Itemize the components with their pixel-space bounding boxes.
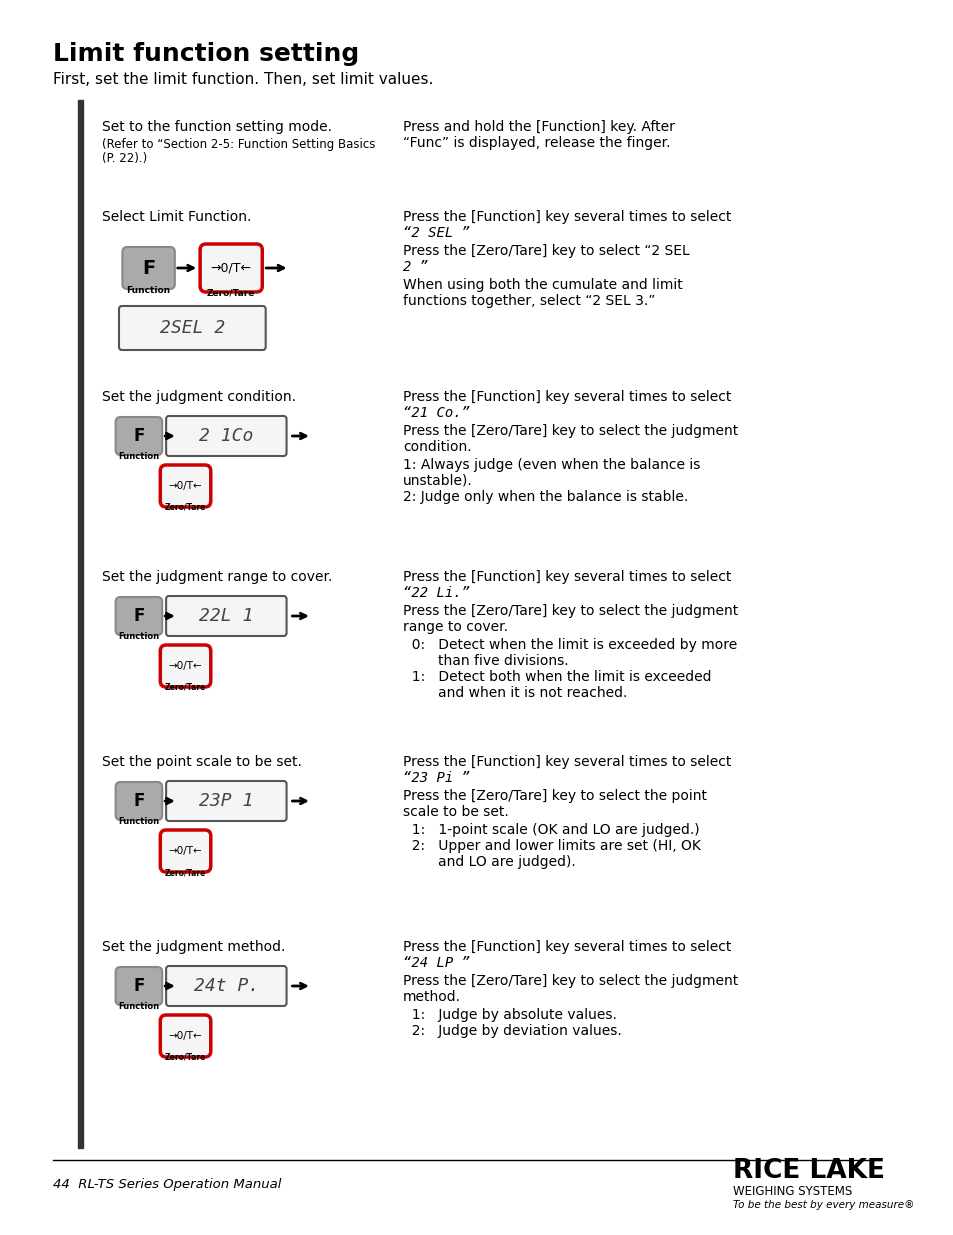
FancyBboxPatch shape bbox=[115, 967, 162, 1005]
Text: Press the [Function] key several times to select: Press the [Function] key several times t… bbox=[403, 210, 731, 224]
Text: F: F bbox=[133, 792, 145, 810]
Text: range to cover.: range to cover. bbox=[403, 620, 508, 634]
FancyBboxPatch shape bbox=[200, 245, 262, 291]
Text: Set the point scale to be set.: Set the point scale to be set. bbox=[102, 755, 301, 769]
Text: F: F bbox=[133, 606, 145, 625]
FancyBboxPatch shape bbox=[115, 417, 162, 454]
Text: 2SEL 2: 2SEL 2 bbox=[159, 319, 225, 337]
FancyBboxPatch shape bbox=[122, 247, 174, 289]
Text: method.: method. bbox=[403, 990, 460, 1004]
Text: F: F bbox=[133, 427, 145, 445]
Text: Set the judgment range to cover.: Set the judgment range to cover. bbox=[102, 571, 332, 584]
Text: Set the judgment condition.: Set the judgment condition. bbox=[102, 390, 295, 404]
Text: Function: Function bbox=[118, 818, 159, 826]
FancyBboxPatch shape bbox=[115, 597, 162, 635]
Text: 1:   Judge by absolute values.: 1: Judge by absolute values. bbox=[403, 1008, 617, 1023]
Text: Set the judgment method.: Set the judgment method. bbox=[102, 940, 285, 953]
Text: Limit function setting: Limit function setting bbox=[53, 42, 359, 65]
Text: Select Limit Function.: Select Limit Function. bbox=[102, 210, 251, 224]
Text: condition.: condition. bbox=[403, 440, 472, 454]
Text: →0/T←: →0/T← bbox=[169, 846, 202, 856]
Text: Function: Function bbox=[118, 632, 159, 641]
Text: F: F bbox=[142, 258, 155, 278]
Text: Zero/Tare: Zero/Tare bbox=[207, 288, 255, 296]
Text: 1:   Detect both when the limit is exceeded: 1: Detect both when the limit is exceede… bbox=[403, 671, 711, 684]
Text: 2: Judge only when the balance is stable.: 2: Judge only when the balance is stable… bbox=[403, 490, 688, 504]
Text: and when it is not reached.: and when it is not reached. bbox=[403, 685, 627, 700]
Bar bbox=[77, 100, 83, 1149]
Text: “22 Li.”: “22 Li.” bbox=[403, 585, 470, 600]
Text: “23 Pi ”: “23 Pi ” bbox=[403, 771, 470, 785]
Text: Set to the function setting mode.: Set to the function setting mode. bbox=[102, 120, 332, 135]
Text: Zero/Tare: Zero/Tare bbox=[165, 1053, 206, 1062]
Text: →0/T←: →0/T← bbox=[169, 1031, 202, 1041]
Text: 2 ”: 2 ” bbox=[403, 261, 428, 274]
Text: Zero/Tare: Zero/Tare bbox=[165, 503, 206, 513]
FancyBboxPatch shape bbox=[166, 966, 286, 1007]
Text: Zero/Tare: Zero/Tare bbox=[165, 868, 206, 877]
Text: functions together, select “2 SEL 3.”: functions together, select “2 SEL 3.” bbox=[403, 294, 655, 308]
Text: unstable).: unstable). bbox=[403, 474, 473, 488]
FancyBboxPatch shape bbox=[166, 597, 286, 636]
Text: 2:   Upper and lower limits are set (HI, OK: 2: Upper and lower limits are set (HI, O… bbox=[403, 839, 700, 853]
Text: →0/T←: →0/T← bbox=[169, 661, 202, 671]
Text: 0:   Detect when the limit is exceeded by more: 0: Detect when the limit is exceeded by … bbox=[403, 638, 737, 652]
Text: When using both the cumulate and limit: When using both the cumulate and limit bbox=[403, 278, 682, 291]
Text: RICE LAKE: RICE LAKE bbox=[733, 1158, 884, 1184]
Text: Press the [Function] key several times to select: Press the [Function] key several times t… bbox=[403, 571, 731, 584]
Text: Press the [Function] key several times to select: Press the [Function] key several times t… bbox=[403, 390, 731, 404]
Text: Press the [Function] key several times to select: Press the [Function] key several times t… bbox=[403, 940, 731, 953]
Text: →0/T←: →0/T← bbox=[169, 480, 202, 492]
Text: 2 1Co: 2 1Co bbox=[199, 427, 253, 445]
Text: 2:   Judge by deviation values.: 2: Judge by deviation values. bbox=[403, 1024, 621, 1037]
Text: (Refer to “Section 2-5: Function Setting Basics: (Refer to “Section 2-5: Function Setting… bbox=[102, 138, 375, 151]
Text: “21 Co.”: “21 Co.” bbox=[403, 406, 470, 420]
Text: “2 SEL ”: “2 SEL ” bbox=[403, 226, 470, 240]
Text: Press the [Zero/Tare] key to select the point: Press the [Zero/Tare] key to select the … bbox=[403, 789, 706, 803]
Text: “24 LP ”: “24 LP ” bbox=[403, 956, 470, 969]
Text: Function: Function bbox=[118, 1002, 159, 1011]
Text: “Func” is displayed, release the finger.: “Func” is displayed, release the finger. bbox=[403, 136, 670, 149]
Text: 1:   1-point scale (OK and LO are judged.): 1: 1-point scale (OK and LO are judged.) bbox=[403, 823, 700, 837]
Text: To be the best by every measure®: To be the best by every measure® bbox=[733, 1200, 914, 1210]
FancyBboxPatch shape bbox=[119, 306, 265, 350]
Text: and LO are judged).: and LO are judged). bbox=[403, 855, 576, 869]
Text: →0/T←: →0/T← bbox=[211, 262, 252, 274]
Text: Press the [Zero/Tare] key to select “2 SEL: Press the [Zero/Tare] key to select “2 S… bbox=[403, 245, 689, 258]
Text: 22L 1: 22L 1 bbox=[199, 606, 253, 625]
Text: Press and hold the [Function] key. After: Press and hold the [Function] key. After bbox=[403, 120, 675, 135]
Text: Function: Function bbox=[127, 287, 171, 295]
Text: F: F bbox=[133, 977, 145, 995]
Text: than five divisions.: than five divisions. bbox=[403, 655, 568, 668]
Text: First, set the limit function. Then, set limit values.: First, set the limit function. Then, set… bbox=[53, 72, 434, 86]
Text: WEIGHING SYSTEMS: WEIGHING SYSTEMS bbox=[733, 1186, 852, 1198]
FancyBboxPatch shape bbox=[115, 782, 162, 820]
Text: Function: Function bbox=[118, 452, 159, 461]
FancyBboxPatch shape bbox=[160, 1015, 211, 1057]
Text: Press the [Function] key several times to select: Press the [Function] key several times t… bbox=[403, 755, 731, 769]
FancyBboxPatch shape bbox=[160, 830, 211, 872]
Text: Press the [Zero/Tare] key to select the judgment: Press the [Zero/Tare] key to select the … bbox=[403, 604, 738, 618]
Text: Press the [Zero/Tare] key to select the judgment: Press the [Zero/Tare] key to select the … bbox=[403, 974, 738, 988]
FancyBboxPatch shape bbox=[160, 645, 211, 687]
FancyBboxPatch shape bbox=[160, 466, 211, 508]
Text: 24t P.: 24t P. bbox=[193, 977, 258, 995]
Text: 23P 1: 23P 1 bbox=[199, 792, 253, 810]
Text: 1: Always judge (even when the balance is: 1: Always judge (even when the balance i… bbox=[403, 458, 700, 472]
Text: 44  RL-TS Series Operation Manual: 44 RL-TS Series Operation Manual bbox=[53, 1178, 281, 1191]
FancyBboxPatch shape bbox=[166, 781, 286, 821]
Text: scale to be set.: scale to be set. bbox=[403, 805, 508, 819]
Text: Zero/Tare: Zero/Tare bbox=[165, 683, 206, 692]
FancyBboxPatch shape bbox=[166, 416, 286, 456]
Text: Press the [Zero/Tare] key to select the judgment: Press the [Zero/Tare] key to select the … bbox=[403, 424, 738, 438]
Text: (P. 22).): (P. 22).) bbox=[102, 152, 147, 165]
